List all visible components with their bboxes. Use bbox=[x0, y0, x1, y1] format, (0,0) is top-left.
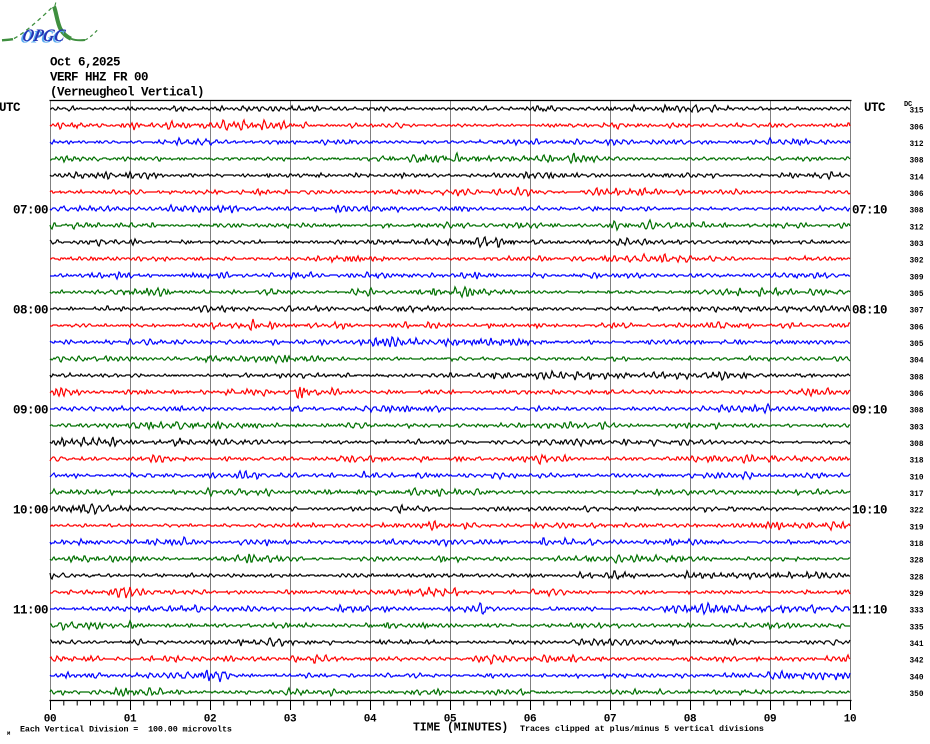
svg-text:M: M bbox=[7, 730, 11, 737]
svg-text:UTC: UTC bbox=[864, 101, 886, 115]
svg-text:319: 319 bbox=[910, 524, 924, 532]
svg-text:309: 309 bbox=[910, 274, 924, 282]
svg-text:306: 306 bbox=[910, 391, 924, 399]
svg-text:305: 305 bbox=[910, 291, 924, 299]
svg-text:335: 335 bbox=[910, 624, 924, 632]
svg-text:UTC: UTC bbox=[0, 101, 21, 115]
svg-text:10:10: 10:10 bbox=[852, 503, 887, 517]
svg-text:VERF HHZ FR 00: VERF HHZ FR 00 bbox=[50, 71, 148, 85]
svg-text:306: 306 bbox=[910, 324, 924, 332]
svg-text:03: 03 bbox=[284, 713, 297, 725]
svg-text:308: 308 bbox=[910, 158, 924, 166]
svg-text:306: 306 bbox=[910, 191, 924, 199]
svg-text:307: 307 bbox=[910, 308, 924, 316]
svg-text:09:00: 09:00 bbox=[13, 403, 48, 417]
svg-text:308: 308 bbox=[910, 441, 924, 449]
svg-text:302: 302 bbox=[910, 258, 924, 266]
svg-text:07:00: 07:00 bbox=[13, 203, 48, 217]
svg-text:OPGC: OPGC bbox=[21, 25, 67, 45]
svg-text:304: 304 bbox=[910, 358, 924, 366]
svg-text:318: 318 bbox=[910, 541, 924, 549]
svg-text:10: 10 bbox=[844, 713, 856, 725]
svg-text:02: 02 bbox=[204, 713, 216, 725]
svg-text:303: 303 bbox=[910, 241, 924, 249]
svg-text:310: 310 bbox=[910, 474, 924, 482]
svg-text:11:10: 11:10 bbox=[852, 603, 887, 617]
svg-text:OPGC: OPGC bbox=[19, 27, 65, 47]
svg-text:340: 340 bbox=[910, 674, 924, 682]
svg-text:308: 308 bbox=[910, 208, 924, 216]
svg-text:09:10: 09:10 bbox=[852, 403, 887, 417]
svg-text:308: 308 bbox=[910, 408, 924, 416]
svg-text:328: 328 bbox=[910, 574, 924, 582]
svg-text:317: 317 bbox=[910, 491, 924, 499]
svg-text:10:00: 10:00 bbox=[13, 503, 48, 517]
svg-text:DC: DC bbox=[904, 101, 912, 109]
svg-text:328: 328 bbox=[910, 558, 924, 566]
svg-text:08: 08 bbox=[684, 713, 697, 725]
svg-text:306: 306 bbox=[910, 124, 924, 132]
svg-text:305: 305 bbox=[910, 341, 924, 349]
svg-text:06: 06 bbox=[524, 713, 536, 725]
svg-text:314: 314 bbox=[910, 174, 924, 182]
svg-text:315: 315 bbox=[910, 108, 924, 116]
svg-text:312: 312 bbox=[910, 141, 924, 149]
svg-text:TIME (MINUTES): TIME (MINUTES) bbox=[413, 722, 508, 735]
svg-text:01: 01 bbox=[124, 713, 137, 725]
svg-text:341: 341 bbox=[910, 641, 924, 649]
svg-text:04: 04 bbox=[364, 713, 377, 725]
svg-text:333: 333 bbox=[910, 608, 924, 616]
svg-text:08:10: 08:10 bbox=[852, 303, 887, 317]
svg-text:308: 308 bbox=[910, 374, 924, 382]
svg-text:11:00: 11:00 bbox=[13, 603, 48, 617]
svg-text:07: 07 bbox=[604, 713, 616, 725]
svg-text:318: 318 bbox=[910, 458, 924, 466]
svg-text:312: 312 bbox=[910, 224, 924, 232]
svg-text:08:00: 08:00 bbox=[13, 303, 48, 317]
svg-text:342: 342 bbox=[910, 658, 924, 666]
svg-text:09: 09 bbox=[764, 713, 776, 725]
svg-text:Each Vertical Division = 100.: Each Vertical Division = 100.00 microvol… bbox=[20, 725, 232, 735]
svg-text:329: 329 bbox=[910, 591, 924, 599]
svg-text:322: 322 bbox=[910, 508, 924, 516]
svg-text:05: 05 bbox=[444, 713, 457, 725]
svg-text:00: 00 bbox=[44, 713, 56, 725]
svg-text:350: 350 bbox=[910, 691, 924, 699]
svg-text:Traces clipped at plus/minus 5: Traces clipped at plus/minus 5 vertical … bbox=[520, 724, 764, 734]
svg-text:(Verneugheol Vertical): (Verneugheol Vertical) bbox=[50, 85, 204, 99]
svg-text:07:10: 07:10 bbox=[852, 203, 887, 217]
svg-text:303: 303 bbox=[910, 424, 924, 432]
svg-text:Oct 6,2025: Oct 6,2025 bbox=[50, 56, 120, 70]
